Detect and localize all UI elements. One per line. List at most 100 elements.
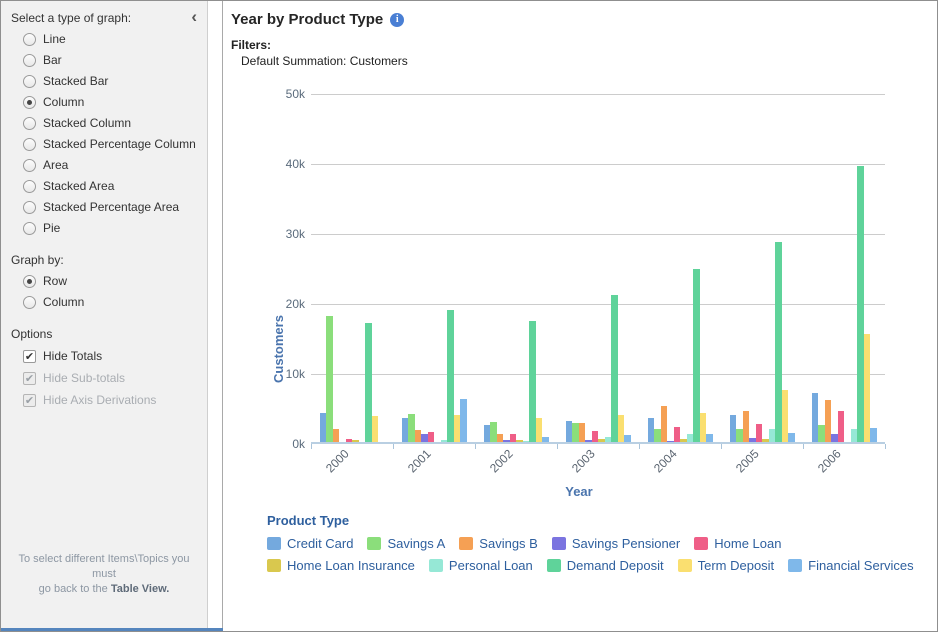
bar-financial-services-2006[interactable] [870, 428, 877, 442]
bar-savings-a-2000[interactable] [326, 316, 333, 442]
bar-savings-a-2002[interactable] [490, 421, 497, 442]
bar-home-loan-insurance-2003[interactable] [598, 439, 605, 442]
bar-financial-services-2005[interactable] [788, 432, 795, 442]
radio-icon[interactable] [23, 274, 36, 288]
collapse-sidebar-icon[interactable]: ‹ [191, 7, 197, 26]
bar-demand-deposit-2000[interactable] [365, 323, 372, 442]
graph-by-column[interactable]: Column [23, 295, 199, 309]
radio-icon[interactable] [23, 74, 36, 88]
bar-term-deposit-2000[interactable] [371, 416, 378, 442]
bar-savings-b-2004[interactable] [660, 406, 667, 442]
bar-savings-b-2002[interactable] [496, 433, 503, 442]
bar-term-deposit-2001[interactable] [453, 414, 460, 442]
bar-credit-card-2005[interactable] [729, 414, 736, 442]
legend-item-personal-loan[interactable]: Personal Loan [428, 558, 533, 573]
graph-type-line[interactable]: Line [23, 32, 199, 46]
bar-personal-loan-2003[interactable] [604, 437, 611, 442]
radio-icon[interactable] [23, 116, 36, 130]
bar-demand-deposit-2001[interactable] [447, 309, 454, 442]
bar-savings-a-2004[interactable] [654, 428, 661, 442]
bar-credit-card-2001[interactable] [401, 417, 408, 442]
bar-financial-services-2002[interactable] [542, 437, 549, 442]
bar-personal-loan-2006[interactable] [850, 429, 857, 442]
legend-item-savings-a[interactable]: Savings A [367, 536, 445, 551]
bar-home-loan-insurance-2005[interactable] [762, 439, 769, 442]
bar-home-loan-2002[interactable] [509, 434, 516, 442]
bar-home-loan-2000[interactable] [345, 438, 352, 442]
bar-home-loan-2001[interactable] [427, 431, 434, 442]
bar-savings-a-2005[interactable] [736, 429, 743, 442]
bar-term-deposit-2004[interactable] [699, 412, 706, 442]
bar-term-deposit-2005[interactable] [781, 389, 788, 442]
table-view-link[interactable]: Table View. [110, 583, 170, 595]
bar-term-deposit-2006[interactable] [863, 334, 870, 442]
bar-savings-pensioner-2001[interactable] [421, 433, 428, 442]
radio-icon[interactable] [23, 179, 36, 193]
info-icon[interactable]: i [390, 12, 405, 27]
bar-credit-card-2000[interactable] [319, 412, 326, 442]
legend-item-credit-card[interactable]: Credit Card [267, 536, 353, 551]
bar-demand-deposit-2006[interactable] [857, 166, 864, 442]
checkbox-icon[interactable]: ✔ [23, 349, 36, 363]
bar-savings-pensioner-2006[interactable] [831, 433, 838, 442]
bar-demand-deposit-2004[interactable] [693, 269, 700, 442]
legend-item-demand-deposit[interactable]: Demand Deposit [546, 558, 664, 573]
radio-icon[interactable] [23, 158, 36, 172]
bar-credit-card-2006[interactable] [811, 393, 818, 442]
bar-savings-b-2005[interactable] [742, 411, 749, 442]
bar-savings-b-2000[interactable] [332, 428, 339, 442]
bar-personal-loan-2004[interactable] [686, 433, 693, 442]
bar-demand-deposit-2005[interactable] [775, 241, 782, 442]
bar-credit-card-2004[interactable] [647, 418, 654, 442]
bar-financial-services-2001[interactable] [460, 399, 467, 442]
radio-icon[interactable] [23, 95, 36, 109]
bar-financial-services-2004[interactable] [706, 434, 713, 442]
legend-item-term-deposit[interactable]: Term Deposit [677, 558, 774, 573]
graph-type-stacked-area[interactable]: Stacked Area [23, 179, 199, 193]
radio-icon[interactable] [23, 32, 36, 46]
bar-personal-loan-2002[interactable] [522, 440, 529, 442]
graph-type-bar[interactable]: Bar [23, 53, 199, 67]
radio-icon[interactable] [23, 53, 36, 67]
radio-icon[interactable] [23, 221, 36, 235]
graph-by-row[interactable]: Row [23, 274, 199, 288]
graph-type-stacked-bar[interactable]: Stacked Bar [23, 74, 199, 88]
bar-personal-loan-2005[interactable] [768, 429, 775, 442]
bar-term-deposit-2002[interactable] [535, 418, 542, 442]
bar-savings-b-2001[interactable] [414, 430, 421, 442]
bar-demand-deposit-2002[interactable] [529, 320, 536, 442]
option-hide-totals[interactable]: ✔ Hide Totals [23, 349, 199, 363]
bar-savings-pensioner-2004[interactable] [667, 440, 674, 442]
bar-savings-a-2006[interactable] [818, 424, 825, 442]
graph-type-stacked-column[interactable]: Stacked Column [23, 116, 199, 130]
bar-savings-b-2003[interactable] [578, 423, 585, 442]
legend-item-home-loan[interactable]: Home Loan [694, 536, 781, 551]
bar-credit-card-2002[interactable] [483, 424, 490, 442]
graph-type-column[interactable]: Column [23, 95, 199, 109]
bar-savings-a-2003[interactable] [572, 423, 579, 442]
bar-home-loan-insurance-2000[interactable] [352, 439, 359, 442]
graph-type-stacked-percentage-area[interactable]: Stacked Percentage Area [23, 200, 199, 214]
bar-credit-card-2003[interactable] [565, 421, 572, 442]
bar-home-loan-2003[interactable] [591, 430, 598, 442]
graph-type-pie[interactable]: Pie [23, 221, 199, 235]
radio-icon[interactable] [23, 200, 36, 214]
radio-icon[interactable] [23, 295, 36, 309]
bar-demand-deposit-2003[interactable] [611, 295, 618, 442]
bar-term-deposit-2003[interactable] [617, 414, 624, 442]
bar-savings-b-2006[interactable] [824, 400, 831, 442]
bar-financial-services-2003[interactable] [624, 435, 631, 442]
graph-type-area[interactable]: Area [23, 158, 199, 172]
legend-item-savings-b[interactable]: Savings B [459, 536, 538, 551]
graph-type-stacked-percentage-column[interactable]: Stacked Percentage Column [23, 137, 199, 151]
bar-savings-pensioner-2003[interactable] [585, 439, 592, 442]
legend-item-savings-pensioner[interactable]: Savings Pensioner [551, 536, 680, 551]
legend-item-home-loan-insurance[interactable]: Home Loan Insurance [267, 558, 415, 573]
bar-savings-pensioner-2005[interactable] [749, 438, 756, 442]
bar-home-loan-2005[interactable] [755, 423, 762, 442]
bar-home-loan-2006[interactable] [837, 411, 844, 442]
bar-home-loan-2004[interactable] [673, 427, 680, 442]
bar-home-loan-insurance-2004[interactable] [680, 438, 687, 442]
radio-icon[interactable] [23, 137, 36, 151]
bar-savings-pensioner-2002[interactable] [503, 439, 510, 442]
